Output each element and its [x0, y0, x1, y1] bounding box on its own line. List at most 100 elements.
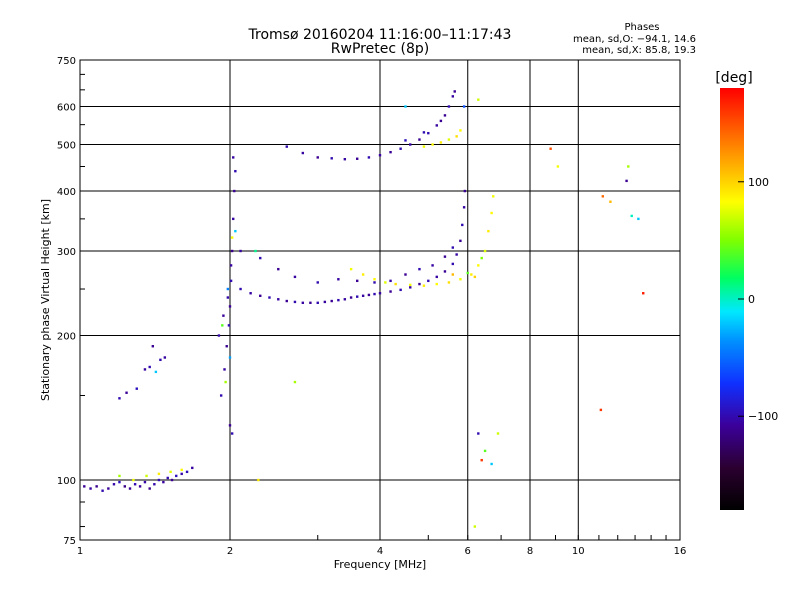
y-tick-label: 750 — [57, 56, 76, 67]
data-point — [470, 273, 473, 276]
data-point — [431, 143, 434, 146]
data-point — [118, 397, 121, 400]
data-point — [228, 356, 232, 359]
data-point — [451, 95, 455, 98]
data-point — [223, 368, 226, 371]
data-point — [404, 273, 407, 276]
data-point — [409, 143, 412, 146]
data-point — [409, 283, 412, 287]
colorbar-tick-label: −100 — [748, 410, 778, 423]
data-point — [175, 474, 178, 478]
data-point — [343, 158, 347, 161]
data-point — [293, 300, 297, 304]
data-point — [225, 345, 228, 348]
data-point — [418, 267, 421, 271]
data-point — [125, 391, 128, 394]
data-point — [451, 273, 455, 276]
data-point — [316, 156, 319, 159]
data-point — [133, 483, 137, 486]
stats-o: mean, sd,O: −94.1, 14.6 — [573, 34, 696, 45]
data-point — [556, 165, 560, 168]
data-point — [219, 394, 223, 397]
data-point — [228, 305, 232, 308]
data-point — [162, 480, 165, 484]
data-point — [435, 275, 438, 279]
data-point — [148, 365, 151, 369]
chart-subtitle: RwPretec (8p) — [331, 41, 429, 57]
data-point — [285, 299, 288, 303]
data-point — [222, 314, 225, 317]
data-point — [257, 478, 260, 482]
data-point — [232, 156, 235, 159]
data-point — [367, 293, 371, 297]
data-point — [233, 189, 236, 193]
data-point — [230, 249, 234, 253]
data-point — [378, 292, 382, 295]
data-point — [355, 295, 359, 298]
data-point — [107, 487, 110, 490]
data-point — [418, 138, 421, 141]
data-point — [480, 256, 483, 260]
data-point — [422, 284, 426, 287]
data-point — [399, 288, 402, 292]
data-point — [293, 275, 297, 279]
data-point — [409, 286, 412, 289]
data-point — [154, 370, 158, 374]
data-point — [249, 292, 252, 295]
colorbar-tick-labels: −100 0 100 — [738, 176, 778, 423]
data-point — [443, 270, 447, 273]
data-point — [361, 273, 365, 276]
data-point — [232, 217, 235, 221]
data-point — [138, 485, 142, 488]
data-point — [367, 156, 371, 159]
colorbar-tick-label: 100 — [748, 176, 769, 189]
data-point — [239, 249, 242, 253]
data-point — [630, 214, 633, 218]
data-point — [389, 290, 392, 293]
data-point — [373, 281, 376, 284]
data-point — [378, 154, 382, 157]
grid-lines — [79, 60, 681, 540]
data-point — [323, 300, 327, 304]
data-point — [462, 206, 466, 209]
data-point — [453, 90, 456, 93]
data-point — [180, 468, 183, 472]
data-point — [384, 281, 387, 284]
data-point — [330, 157, 333, 160]
stats-x: mean, sd,X: 85.8, 19.3 — [582, 45, 696, 56]
data-point — [451, 262, 455, 266]
data-point — [157, 478, 161, 482]
data-point — [477, 432, 480, 435]
y-tick-label: 75 — [63, 536, 76, 547]
data-point — [259, 294, 262, 297]
data-point — [473, 275, 477, 279]
data-point — [157, 472, 161, 476]
data-point — [431, 264, 434, 267]
data-point — [389, 279, 392, 283]
data-point — [123, 485, 126, 488]
data-point — [447, 138, 451, 141]
data-point — [185, 470, 189, 474]
data-point — [330, 299, 333, 303]
data-point — [601, 195, 605, 198]
data-point — [459, 239, 462, 243]
data-point — [226, 287, 230, 291]
data-point — [151, 345, 155, 348]
data-point — [301, 151, 305, 155]
data-point — [496, 432, 500, 435]
x-tick-label: 8 — [527, 546, 533, 557]
data-point — [355, 279, 359, 283]
data-point — [224, 380, 227, 384]
data-point — [226, 296, 230, 299]
x-tick-label: 16 — [674, 546, 687, 557]
data-point — [483, 249, 487, 253]
data-point — [477, 98, 480, 101]
x-tick-label: 10 — [572, 546, 585, 557]
data-point — [418, 282, 421, 286]
data-point — [229, 279, 233, 283]
data-point — [349, 267, 353, 271]
x-axis-title: Frequency [MHz] — [334, 558, 426, 571]
data-point — [159, 358, 162, 362]
data-point — [361, 294, 365, 297]
